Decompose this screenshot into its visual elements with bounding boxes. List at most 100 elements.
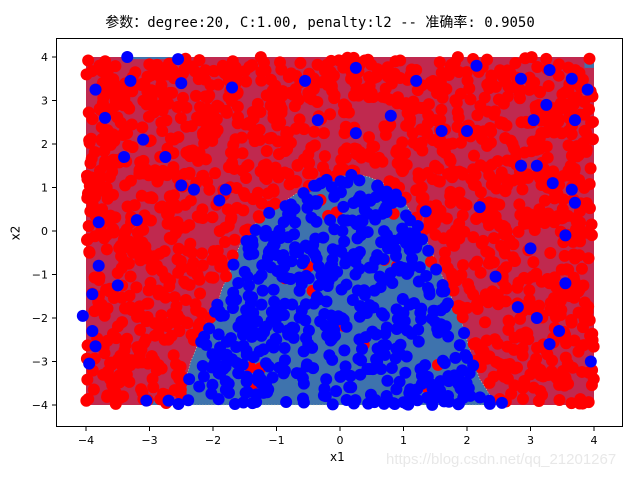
data-point-class0 bbox=[498, 243, 511, 256]
data-point-class1 bbox=[274, 232, 287, 245]
data-point-class0 bbox=[95, 298, 108, 311]
data-point-class1 bbox=[205, 387, 218, 400]
data-point-class0 bbox=[269, 197, 282, 210]
data-point-class1 bbox=[326, 398, 339, 411]
data-point-class1 bbox=[255, 298, 268, 311]
data-point-class0 bbox=[362, 131, 375, 144]
data-point-class0 bbox=[541, 151, 554, 164]
data-point-class1 bbox=[364, 388, 377, 401]
data-point-class0 bbox=[98, 158, 111, 171]
data-point-class0 bbox=[584, 329, 597, 342]
data-point-class1 bbox=[302, 324, 315, 337]
data-point-class0 bbox=[271, 119, 284, 132]
data-point-class0 bbox=[488, 105, 501, 118]
data-point-class0 bbox=[479, 288, 492, 301]
data-point-class0 bbox=[203, 89, 216, 102]
data-point-class0 bbox=[255, 74, 268, 87]
data-point-class1 bbox=[581, 83, 594, 96]
data-point-class0 bbox=[135, 189, 148, 202]
data-point-class0 bbox=[181, 317, 194, 330]
data-point-class1 bbox=[227, 258, 240, 271]
data-point-class0 bbox=[177, 67, 190, 80]
data-point-class0 bbox=[535, 207, 548, 220]
data-point-class1 bbox=[99, 111, 112, 124]
data-point-class1 bbox=[280, 396, 293, 409]
data-point-class0 bbox=[492, 298, 505, 311]
data-point-class0 bbox=[369, 156, 382, 169]
data-point-class0 bbox=[178, 275, 191, 288]
data-point-class0 bbox=[547, 121, 560, 134]
data-point-class0 bbox=[93, 102, 106, 115]
data-point-class0 bbox=[124, 270, 137, 283]
data-point-class0 bbox=[552, 58, 565, 71]
data-point-class1 bbox=[379, 327, 392, 340]
data-point-class1 bbox=[324, 213, 337, 226]
data-point-class0 bbox=[523, 293, 536, 306]
data-point-class1 bbox=[76, 309, 89, 322]
data-point-class0 bbox=[385, 77, 398, 90]
data-point-class1 bbox=[237, 396, 250, 409]
data-point-class0 bbox=[275, 63, 288, 76]
data-point-class1 bbox=[321, 271, 334, 284]
data-point-class0 bbox=[80, 68, 93, 81]
data-point-class0 bbox=[562, 377, 575, 390]
data-point-class0 bbox=[140, 246, 153, 259]
y-tick-label: −1 bbox=[32, 269, 48, 282]
data-point-class0 bbox=[213, 225, 226, 238]
data-point-class1 bbox=[368, 284, 381, 297]
data-point-class0 bbox=[174, 112, 187, 125]
data-point-class1 bbox=[449, 351, 462, 364]
data-point-class1 bbox=[239, 386, 252, 399]
data-point-class0 bbox=[496, 116, 509, 129]
data-point-class0 bbox=[180, 101, 193, 114]
data-point-class0 bbox=[142, 357, 155, 370]
data-point-class1 bbox=[458, 376, 471, 389]
data-point-class1 bbox=[464, 389, 477, 402]
data-point-class0 bbox=[210, 113, 223, 126]
data-point-class0 bbox=[83, 134, 96, 147]
data-point-class0 bbox=[561, 209, 574, 222]
data-point-class0 bbox=[253, 211, 266, 224]
data-point-class0 bbox=[172, 223, 185, 236]
data-point-class1 bbox=[237, 328, 250, 341]
data-point-class1 bbox=[297, 345, 310, 358]
data-point-class0 bbox=[106, 222, 119, 235]
y-tick-label: −3 bbox=[32, 356, 48, 369]
data-point-class0 bbox=[291, 159, 304, 172]
data-point-class0 bbox=[584, 162, 597, 175]
data-point-class1 bbox=[411, 220, 424, 233]
data-point-class1 bbox=[92, 259, 105, 272]
data-point-class0 bbox=[306, 167, 319, 180]
data-point-class0 bbox=[555, 263, 568, 276]
x-tick-label: 4 bbox=[591, 434, 598, 447]
data-point-class0 bbox=[451, 106, 464, 119]
data-point-class0 bbox=[421, 117, 434, 130]
data-point-class0 bbox=[246, 129, 259, 142]
data-point-class0 bbox=[515, 330, 528, 343]
data-point-class1 bbox=[470, 59, 483, 72]
watermark: https://blog.csdn.net/qq_21201267 bbox=[386, 451, 617, 468]
data-point-class1 bbox=[226, 81, 239, 94]
data-point-class0 bbox=[552, 69, 565, 82]
data-point-class0 bbox=[519, 52, 532, 65]
data-point-class0 bbox=[328, 92, 341, 105]
data-point-class1 bbox=[328, 223, 341, 236]
data-point-class1 bbox=[461, 124, 473, 137]
data-point-class0 bbox=[576, 73, 589, 86]
data-point-class1 bbox=[377, 253, 390, 266]
data-point-class0 bbox=[527, 256, 540, 269]
data-point-class0 bbox=[212, 254, 225, 267]
data-point-class0 bbox=[145, 84, 158, 97]
data-point-class0 bbox=[238, 65, 251, 78]
data-point-class0 bbox=[451, 120, 464, 133]
data-point-class0 bbox=[251, 97, 264, 110]
data-point-class0 bbox=[484, 136, 497, 149]
data-point-class1 bbox=[222, 377, 235, 390]
data-point-class0 bbox=[172, 266, 185, 279]
data-point-class1 bbox=[400, 209, 413, 222]
data-point-class1 bbox=[543, 64, 556, 77]
data-point-class0 bbox=[523, 83, 536, 96]
data-point-class0 bbox=[487, 201, 500, 214]
x-tick-label: 2 bbox=[464, 434, 471, 447]
data-point-class1 bbox=[206, 378, 219, 391]
